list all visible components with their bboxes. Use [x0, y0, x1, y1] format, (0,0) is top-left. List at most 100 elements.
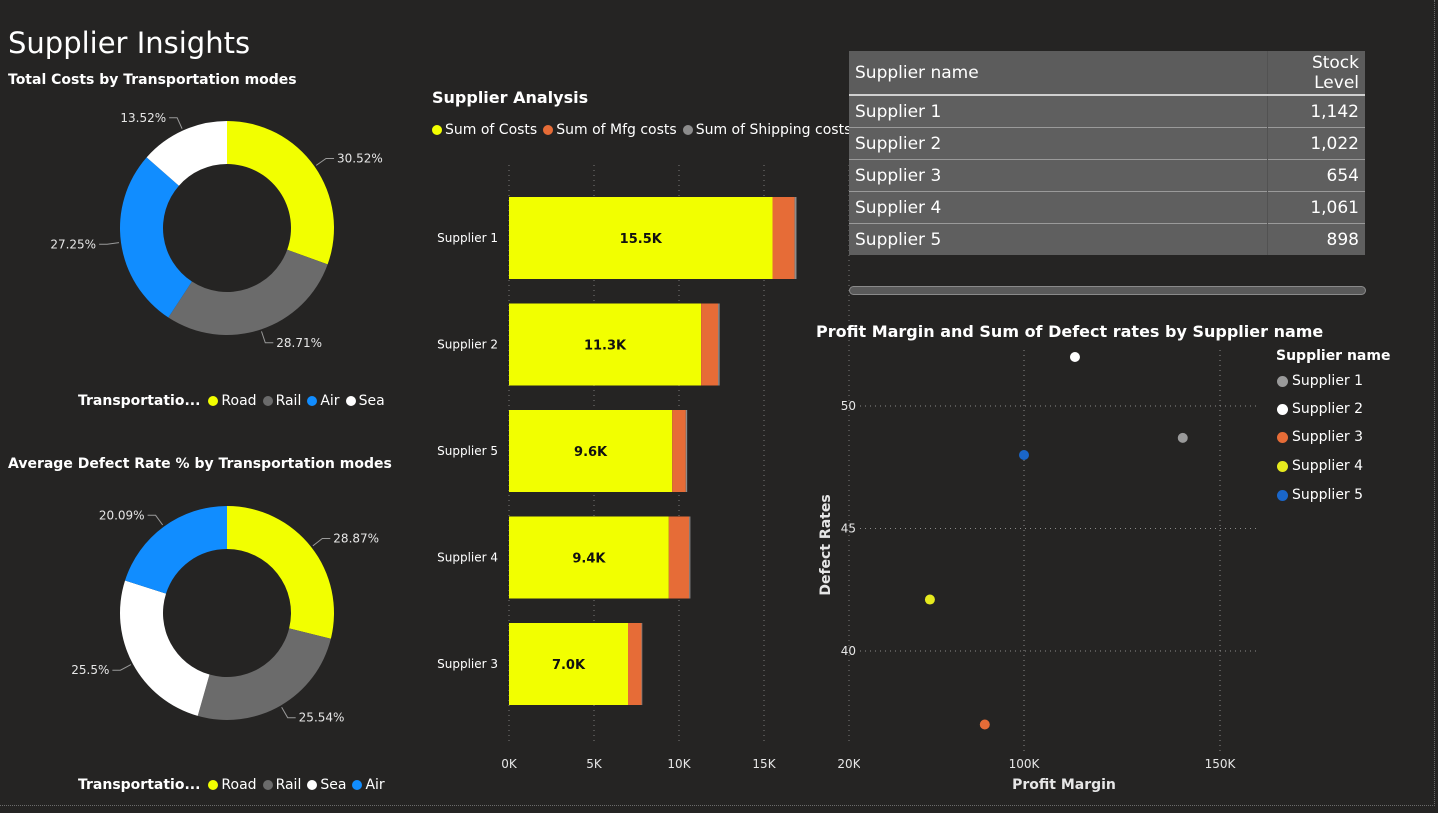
- supplier-analysis-title: Supplier Analysis: [432, 88, 589, 107]
- legend-item-sea[interactable]: Sea: [307, 777, 346, 793]
- defect-donut-chart[interactable]: 28.87% 25.54% 25.5% 20.09%: [40, 495, 420, 755]
- donut-slice-rail[interactable]: [197, 628, 331, 720]
- scatter-point-supplier-4[interactable]: [924, 594, 935, 605]
- legend-item-shipping-costs[interactable]: Sum of Shipping costs: [682, 122, 851, 138]
- bar-data-label: 11.3K: [584, 339, 627, 354]
- scatter-legend-item-supplier-1[interactable]: Supplier 1: [1277, 373, 1363, 389]
- donut-slice-rail[interactable]: [168, 249, 328, 335]
- legend-label: Supplier 3: [1292, 429, 1364, 445]
- bar-segment-costs[interactable]: [509, 197, 773, 279]
- legend-dot: [1277, 403, 1288, 415]
- bar-segment-mfg-costs[interactable]: [701, 303, 719, 386]
- bar-segment-costs[interactable]: [509, 303, 702, 386]
- donut-slice-sea[interactable]: [120, 580, 210, 716]
- donut-slice-sea[interactable]: [146, 121, 227, 186]
- table-row[interactable]: Supplier 3 654: [849, 159, 1365, 192]
- legend-item-costs[interactable]: Sum of Costs: [432, 122, 537, 138]
- profit-defect-scatter-chart[interactable]: 40 45 50 100K 150K Profit Margin Defect Rates: [810, 345, 1270, 800]
- defect-legend-title: Transportatio...: [78, 777, 201, 793]
- legend-label: Supplier 1: [1292, 373, 1364, 389]
- legend-item-rail[interactable]: Rail: [262, 393, 302, 409]
- supplier-analysis-bar-chart[interactable]: 0K 5K 10K 15K 20K Supplier 1 15.5K Supplier 2 11…: [420, 150, 860, 780]
- donut-slice-road[interactable]: [227, 121, 334, 265]
- legend-item-rail[interactable]: Rail: [262, 777, 302, 793]
- donut-leader-line: [261, 331, 274, 344]
- bar-segment-mfg-costs[interactable]: [772, 197, 795, 279]
- costs-legend-title: Transportatio...: [78, 393, 201, 409]
- legend-label: Supplier 2: [1292, 401, 1364, 417]
- bar-segment-mfg-costs[interactable]: [668, 516, 690, 599]
- x-tick-label: 5K: [586, 757, 603, 771]
- donut-data-label: 28.71%: [276, 336, 322, 350]
- legend-item-road[interactable]: Road: [208, 393, 257, 409]
- legend-label: Supplier 4: [1292, 458, 1364, 474]
- table-row[interactable]: Supplier 2 1,022: [849, 127, 1365, 160]
- x-tick-label: 20K: [837, 757, 860, 771]
- legend-item-mfg-costs[interactable]: Sum of Mfg costs: [543, 122, 677, 138]
- y-category-label: Supplier 4: [437, 551, 498, 565]
- costs-donut-legend: Transportatio... Road Rail Air Sea: [78, 393, 391, 409]
- donut-leader-line: [99, 242, 120, 245]
- column-header-stock-level[interactable]: Stock Level: [1267, 51, 1365, 96]
- legend-item-air[interactable]: Air: [307, 393, 340, 409]
- scatter-legend-item-supplier-3[interactable]: Supplier 3: [1277, 429, 1363, 445]
- legend-dot: [262, 396, 273, 406]
- x-tick-label: 10K: [667, 757, 691, 771]
- legend-item-road[interactable]: Road: [208, 777, 257, 793]
- legend-dot: [1277, 489, 1288, 501]
- table-row[interactable]: Supplier 4 1,061: [849, 191, 1365, 224]
- scatter-legend-item-supplier-4[interactable]: Supplier 4: [1277, 458, 1363, 474]
- legend-dot: [208, 396, 219, 406]
- scatter-legend-item-supplier-5[interactable]: Supplier 5: [1277, 487, 1363, 503]
- donut-data-label: 30.52%: [337, 151, 383, 165]
- scatter-point-supplier-3[interactable]: [979, 719, 990, 730]
- defect-donut-legend: Transportatio... Road Rail Sea Air: [78, 777, 391, 793]
- bar-segment-shipping-costs[interactable]: [718, 303, 720, 386]
- legend-dot: [432, 125, 442, 135]
- table-row[interactable]: Supplier 1 1,142: [849, 94, 1365, 128]
- legend-item-sea[interactable]: Sea: [345, 393, 385, 409]
- legend-dot: [208, 780, 219, 790]
- bar-segment-shipping-costs[interactable]: [685, 410, 688, 492]
- bar-segment-costs[interactable]: [509, 410, 673, 492]
- bar-segment-shipping-costs[interactable]: [794, 197, 797, 279]
- scatter-point-supplier-5[interactable]: [1019, 450, 1029, 460]
- legend-label: Road: [221, 777, 257, 793]
- scatter-point-supplier-2[interactable]: [1069, 352, 1080, 362]
- bar-segment-shipping-costs[interactable]: [689, 516, 691, 599]
- legend-dot: [1277, 431, 1288, 443]
- legend-label: Rail: [275, 777, 302, 793]
- cell-supplier: Supplier 3: [849, 159, 1268, 192]
- cell-supplier: Supplier 1: [849, 94, 1268, 128]
- legend-label: Rail: [275, 393, 302, 409]
- defect-donut-title: Average Defect Rate % by Transportation …: [8, 456, 392, 472]
- y-tick-label: 50: [841, 399, 856, 413]
- supplier-analysis-legend: Sum of Costs Sum of Mfg costs Sum of Shi…: [432, 122, 857, 138]
- bar-segment-shipping-costs[interactable]: [641, 623, 643, 705]
- donut-slice-air[interactable]: [125, 506, 227, 594]
- bar-data-label: 15.5K: [620, 232, 663, 247]
- y-tick-label: 40: [841, 644, 856, 658]
- table-row[interactable]: Supplier 5 898: [849, 223, 1365, 255]
- y-category-label: Supplier 3: [437, 657, 498, 671]
- bar-segment-costs[interactable]: [509, 516, 669, 599]
- donut-leader-line: [147, 514, 164, 526]
- legend-dot: [352, 780, 363, 790]
- scatter-point-supplier-1[interactable]: [1177, 432, 1188, 443]
- costs-donut-chart[interactable]: 30.52% 28.71% 27.25% 13.52%: [40, 110, 420, 370]
- donut-slice-road[interactable]: [227, 506, 334, 639]
- donut-data-label: 27.25%: [50, 237, 96, 251]
- donut-leader-line: [281, 707, 296, 719]
- bar-segment-costs[interactable]: [509, 623, 628, 705]
- x-tick-label: 100K: [1009, 757, 1041, 771]
- scatter-legend-item-supplier-2[interactable]: Supplier 2: [1277, 401, 1363, 417]
- y-category-label: Supplier 5: [437, 444, 498, 458]
- bar-segment-mfg-costs[interactable]: [628, 623, 642, 705]
- legend-item-air[interactable]: Air: [352, 777, 385, 793]
- donut-data-label: 20.09%: [99, 508, 145, 522]
- table-horizontal-scrollbar[interactable]: [849, 286, 1366, 295]
- donut-slice-air[interactable]: [119, 157, 192, 318]
- column-header-supplier[interactable]: Supplier name: [849, 51, 1268, 96]
- legend-label: Sum of Mfg costs: [556, 122, 677, 138]
- bar-segment-mfg-costs[interactable]: [672, 410, 686, 492]
